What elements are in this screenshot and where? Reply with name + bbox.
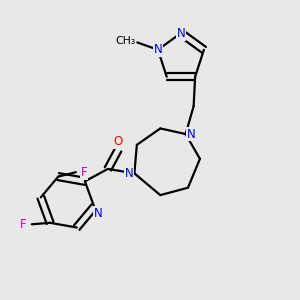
Text: N: N <box>154 43 162 56</box>
Text: CH₃: CH₃ <box>115 36 135 46</box>
Text: N: N <box>187 128 195 140</box>
Text: N: N <box>176 27 185 40</box>
Text: N: N <box>94 207 103 220</box>
Text: N: N <box>125 167 134 180</box>
Text: O: O <box>114 135 123 148</box>
Text: F: F <box>20 218 27 231</box>
Text: F: F <box>81 166 88 179</box>
